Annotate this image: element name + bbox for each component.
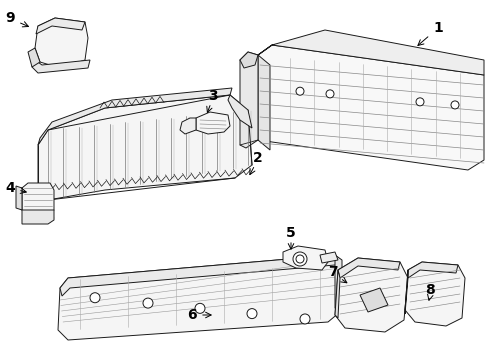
Polygon shape [335,270,340,318]
Polygon shape [338,258,400,278]
Text: 1: 1 [433,21,443,35]
Polygon shape [35,18,88,68]
Circle shape [300,314,310,324]
Polygon shape [28,48,40,67]
Polygon shape [32,60,90,73]
Circle shape [90,293,100,303]
Circle shape [296,255,304,263]
Polygon shape [240,52,258,148]
Polygon shape [408,262,458,278]
Polygon shape [196,112,230,134]
Polygon shape [335,255,342,312]
Polygon shape [16,186,22,210]
Polygon shape [258,45,484,170]
Text: 9: 9 [5,11,15,25]
Text: 5: 5 [286,226,296,240]
Polygon shape [36,18,85,34]
Polygon shape [283,246,328,270]
Polygon shape [335,258,408,332]
Circle shape [296,87,304,95]
Text: 8: 8 [425,283,435,297]
Polygon shape [320,252,338,263]
Circle shape [326,90,334,98]
Polygon shape [58,255,342,340]
Text: 7: 7 [328,265,338,279]
Text: 3: 3 [208,89,218,103]
Circle shape [247,309,257,319]
Polygon shape [258,30,484,75]
Circle shape [195,303,205,313]
Polygon shape [360,288,388,312]
Polygon shape [38,95,252,200]
Polygon shape [38,88,232,145]
Polygon shape [405,270,408,314]
Circle shape [143,298,153,308]
Polygon shape [180,118,196,134]
Polygon shape [22,210,54,224]
Polygon shape [60,255,340,296]
Circle shape [451,101,459,109]
Polygon shape [258,55,270,150]
Polygon shape [228,95,252,128]
Circle shape [293,252,307,266]
Circle shape [416,98,424,106]
Polygon shape [22,183,54,216]
Polygon shape [405,262,465,326]
Polygon shape [240,52,258,68]
Text: 2: 2 [253,151,263,165]
Text: 4: 4 [5,181,15,195]
Text: 6: 6 [187,308,197,322]
